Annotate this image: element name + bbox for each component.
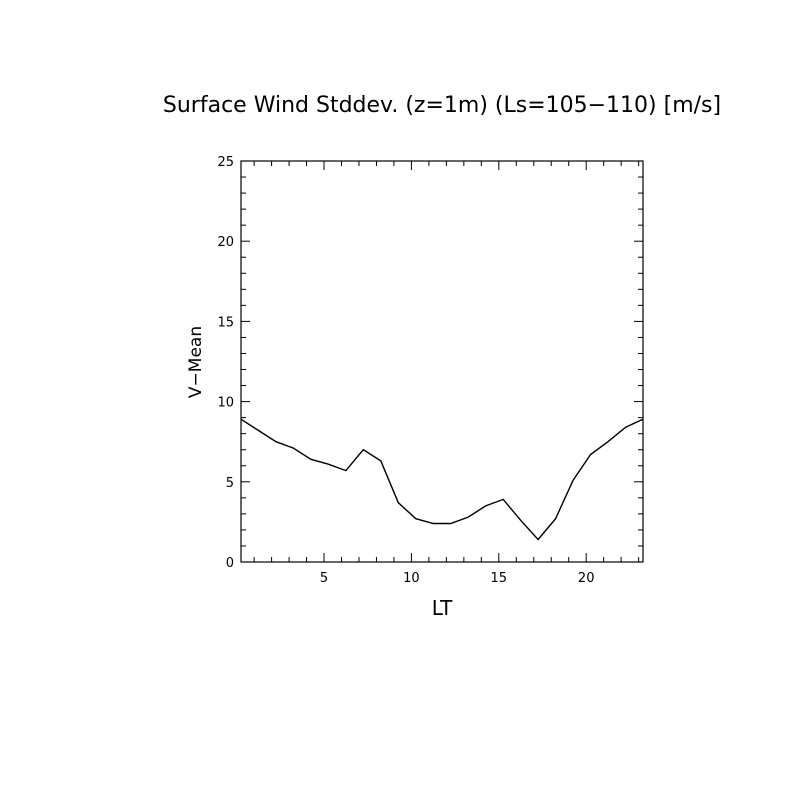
axis-ticks <box>241 160 643 563</box>
x-tick-label: 5 <box>320 571 328 586</box>
x-tick-label: 20 <box>578 571 595 586</box>
y-tick-label: 5 <box>226 476 234 491</box>
y-tick-label: 10 <box>217 396 234 411</box>
tick-labels: 5 10 15 20 0 5 10 15 20 25 <box>217 155 594 586</box>
x-tick-label: 10 <box>403 571 420 586</box>
x-tick-label: 15 <box>491 571 508 586</box>
y-tick-label: 20 <box>217 235 234 250</box>
y-tick-label: 25 <box>217 155 234 170</box>
y-tick-label: 15 <box>217 315 234 330</box>
y-axis-label: V−Mean <box>186 326 206 398</box>
plot-frame <box>240 160 644 563</box>
x-axis-label: LT <box>432 596 453 620</box>
series-line <box>240 418 644 541</box>
chart-title: Surface Wind Stddev. (z=1m) (Ls=105−110)… <box>163 93 721 118</box>
y-tick-label: 0 <box>226 556 234 571</box>
